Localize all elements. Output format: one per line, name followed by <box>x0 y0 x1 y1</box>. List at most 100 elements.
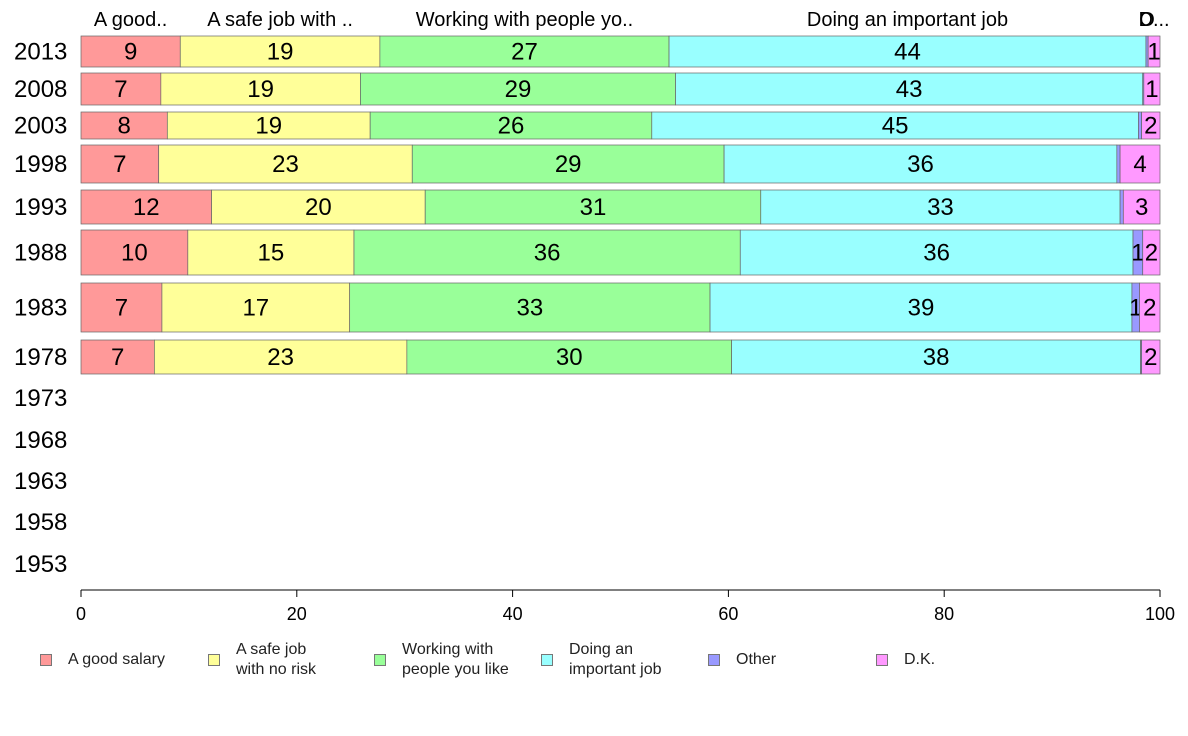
bar-1993-s3 <box>760 189 1121 225</box>
bar-2013-s1 <box>179 35 381 68</box>
year-label-1978: 1978 <box>14 344 67 371</box>
data-label-1998-s0: 7 <box>113 151 126 178</box>
x-tick-label-60: 60 <box>718 604 738 624</box>
year-labels: 2013 2008 2003 1998 1993 1988 1983 1978 1973 1968… <box>14 39 67 579</box>
legend-label-s1: A safe job with no risk <box>236 641 317 678</box>
data-label-2013-s1: 19 <box>267 39 294 66</box>
bar-1978-s5 <box>1141 339 1161 375</box>
bar-1978-s3 <box>731 339 1141 375</box>
top-label-s2: Working with people yo.. <box>416 9 634 31</box>
bar-1993-s4 <box>1119 189 1124 225</box>
year-label-1973: 1973 <box>14 385 67 412</box>
bar-2003-s2 <box>369 111 653 140</box>
bar-2008-s1 <box>160 72 361 106</box>
bar-2003-s1 <box>166 111 371 140</box>
top-label-s5: D... <box>1139 9 1170 31</box>
data-label-2003-s0: 8 <box>117 113 130 140</box>
bar-1998-s4 <box>1116 144 1121 184</box>
year-label-1953: 1953 <box>14 551 67 578</box>
bar-2003-s3 <box>651 111 1139 140</box>
year-label-1968: 1968 <box>14 427 67 454</box>
data-label-2008-s1: 19 <box>247 76 274 103</box>
x-tick-label-40: 40 <box>503 604 523 624</box>
data-label-1998-s3: 36 <box>907 151 934 178</box>
bar-1988-s2 <box>353 229 741 276</box>
bar-1993-s5 <box>1122 189 1161 225</box>
year-label-1993: 1993 <box>14 194 67 221</box>
data-label-1998-s2: 29 <box>555 151 582 178</box>
top-category-labels: A good.. A safe job with .. Working with p… <box>94 9 1170 31</box>
data-label-2013-s2: 27 <box>511 39 538 66</box>
top-label-s1: A safe job with .. <box>207 9 353 31</box>
year-label-1988: 1988 <box>14 240 67 267</box>
data-label-1988-s5: 2 <box>1145 240 1158 267</box>
bar-1993-s1 <box>211 189 426 225</box>
legend: A good salary A safe job with no risk Work… <box>40 640 1140 690</box>
year-label-1958: 1958 <box>14 509 67 536</box>
bar-1988-s1 <box>187 229 355 276</box>
bar-2008-s2 <box>360 72 676 106</box>
data-label-1988-s3: 36 <box>923 240 950 267</box>
data-label-2008-s5: 1 <box>1145 76 1158 103</box>
legend-label-s4: Other <box>736 651 777 668</box>
bar-1983-s1 <box>161 282 351 333</box>
bar-1983-s2 <box>349 282 711 333</box>
bar-1983-s3 <box>709 282 1133 333</box>
data-label-2013-s5: 1 <box>1147 39 1160 66</box>
bar-1998-s5 <box>1119 144 1161 184</box>
data-label-1993-s2: 31 <box>580 194 607 221</box>
bar-2008-s5 <box>1143 72 1161 106</box>
data-label-1993-s5: 3 <box>1135 194 1148 221</box>
top-label-s4: O <box>1139 9 1155 31</box>
legend-swatch-s5 <box>876 654 888 666</box>
data-label-1978-s5: 2 <box>1144 344 1157 371</box>
bar-2003-s5 <box>1141 111 1161 140</box>
x-tick-label-100: 100 <box>1145 604 1175 624</box>
data-label-1988-s1: 15 <box>258 240 285 267</box>
legend-label-s2: Working with people you like <box>402 641 509 678</box>
legend-label-s5: D.K. <box>904 651 936 668</box>
bars-group: 9 19 27 44 17 19 29 43 18 19 26 45 27 23 29 36 412 20 31 33… <box>80 35 1161 375</box>
bar-2013-s5 <box>1147 35 1161 68</box>
data-label-1993-s3: 33 <box>927 194 954 221</box>
data-label-2008-s2: 29 <box>505 76 532 103</box>
data-label-1998-s1: 23 <box>272 151 299 178</box>
data-label-2013-s3: 44 <box>894 39 921 66</box>
legend-label-s3: Doing an important job <box>569 641 662 678</box>
year-label-2008: 2008 <box>14 76 67 103</box>
x-tick-label-80: 80 <box>934 604 954 624</box>
top-label-s3: Doing an important job <box>807 9 1008 31</box>
data-label-1988-s0: 10 <box>121 240 148 267</box>
data-label-1983-s1: 17 <box>242 295 269 322</box>
data-label-1978-s0: 7 <box>111 344 124 371</box>
legend-swatch-s4 <box>708 654 720 666</box>
data-label-1993-s0: 12 <box>133 194 160 221</box>
bar-1978-s2 <box>406 339 732 375</box>
bar-1998-s3 <box>723 144 1118 184</box>
data-label-1983-s0: 7 <box>115 295 128 322</box>
data-label-1978-s2: 30 <box>556 344 583 371</box>
bar-2003-s4 <box>1138 111 1143 140</box>
year-label-1963: 1963 <box>14 468 67 495</box>
year-label-2003: 2003 <box>14 113 67 140</box>
legend-swatch-s2 <box>374 654 386 666</box>
legend-label-s0: A good salary <box>68 651 165 668</box>
data-label-1998-s5: 4 <box>1133 151 1146 178</box>
legend-swatch-s0 <box>40 654 52 666</box>
data-label-1988-s4: 1 <box>1131 240 1144 267</box>
x-tick-label-0: 0 <box>76 604 86 624</box>
data-label-1983-s3: 39 <box>908 295 935 322</box>
data-label-2013-s0: 9 <box>124 39 137 66</box>
bar-1988-s5 <box>1142 229 1161 276</box>
bar-2008-s0 <box>80 72 162 106</box>
data-label-2008-s0: 7 <box>114 76 127 103</box>
data-label-2003-s1: 19 <box>255 113 282 140</box>
bar-1983-s0 <box>80 282 163 333</box>
bar-1978-s0 <box>80 339 155 375</box>
year-label-1983: 1983 <box>14 295 67 322</box>
x-axis: 0 20 40 60 80 100 <box>76 589 1175 624</box>
year-label-1998: 1998 <box>14 151 67 178</box>
bar-1988-s0 <box>80 229 189 276</box>
legend-swatch-s1 <box>208 654 220 666</box>
